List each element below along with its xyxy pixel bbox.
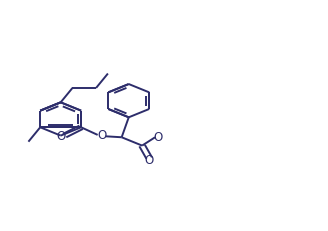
Text: O: O bbox=[56, 130, 65, 143]
Text: O: O bbox=[145, 154, 154, 167]
Text: O: O bbox=[154, 131, 163, 144]
Text: O: O bbox=[97, 129, 106, 142]
